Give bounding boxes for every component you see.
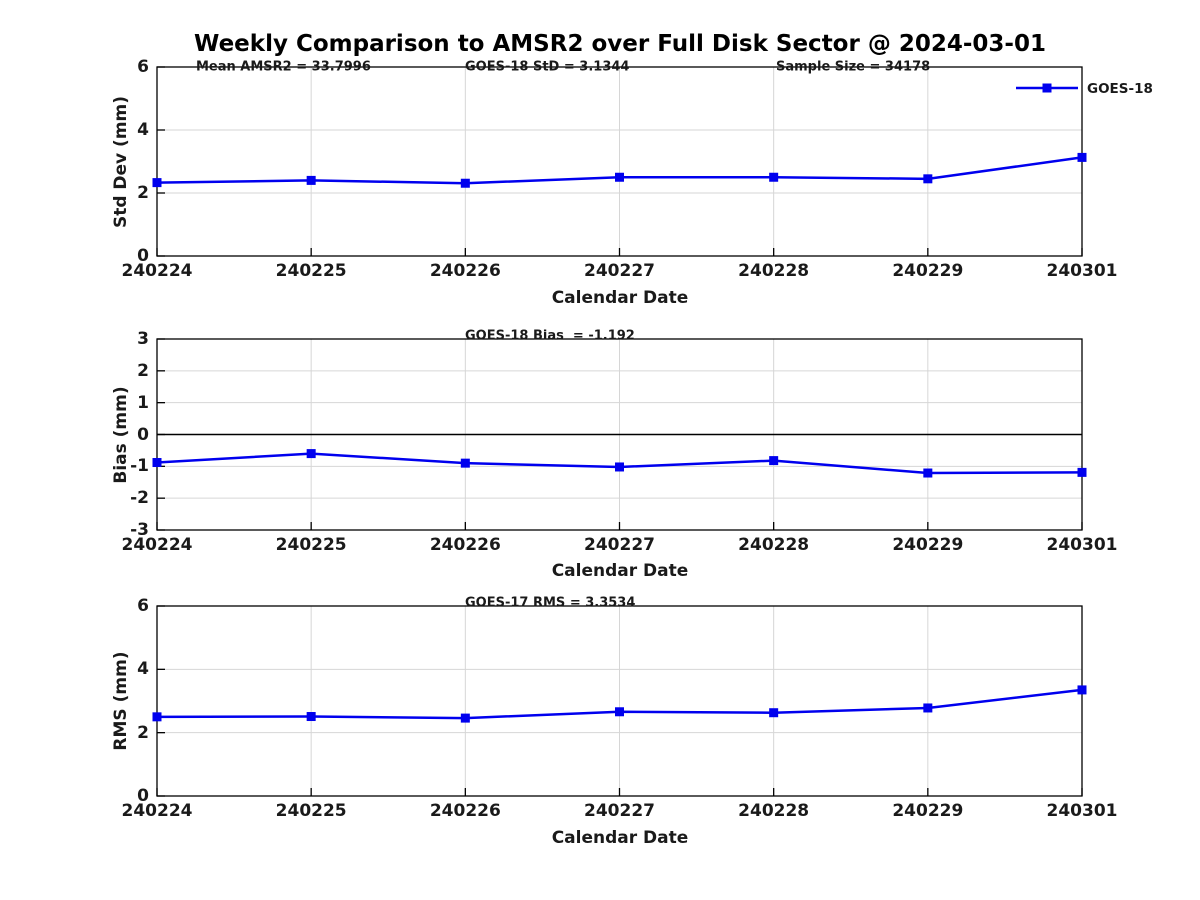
x-tick-label: 240228 (738, 261, 810, 281)
x-tick-label: 240225 (275, 801, 347, 821)
plot-annotation: GOES-18 Bias = -1.192 (465, 328, 635, 344)
x-tick-label: 240224 (121, 535, 193, 555)
y-axis-label: Std Dev (mm) (111, 95, 131, 228)
x-tick-label: 240225 (275, 535, 347, 555)
x-tick-label: 240227 (584, 261, 655, 281)
x-tick-label: 240227 (584, 535, 655, 555)
data-point-marker (1077, 467, 1087, 477)
y-tick-label: 6 (137, 57, 149, 77)
x-tick-label: 240301 (1046, 261, 1118, 281)
x-tick-label: 240301 (1046, 535, 1118, 555)
x-tick-label: 240226 (429, 801, 501, 821)
legend-label: GOES-18 (1087, 81, 1153, 97)
data-point-marker (615, 172, 624, 182)
x-tick-label: 240301 (1046, 801, 1118, 821)
y-tick-label: 0 (137, 246, 149, 266)
y-tick-label: 2 (137, 360, 149, 381)
data-point-marker (460, 178, 470, 188)
y-tick-label: 0 (137, 424, 149, 445)
data-point-marker (1077, 152, 1087, 162)
y-tick-label: -2 (130, 488, 149, 509)
y-tick-label: -1 (130, 456, 149, 477)
y-tick-label: 2 (137, 183, 149, 203)
data-point-marker (615, 707, 624, 717)
data-point-marker (306, 712, 316, 722)
x-axis-label: Calendar Date (551, 288, 689, 308)
data-point-marker (769, 456, 779, 466)
x-tick-label: 240229 (892, 261, 964, 281)
figure-title: Weekly Comparison to AMSR2 over Full Dis… (194, 31, 1046, 57)
data-point-marker (460, 458, 470, 468)
data-point-marker (460, 713, 470, 723)
legend-marker (1042, 83, 1052, 93)
x-tick-label: 240229 (892, 535, 964, 555)
y-tick-label: 1 (137, 392, 149, 413)
data-point-marker (1077, 685, 1087, 695)
data-point-marker (923, 468, 933, 478)
data-point-marker (769, 708, 779, 718)
data-point-marker (152, 458, 162, 468)
x-axis-label: Calendar Date (551, 828, 689, 848)
x-tick-label: 240228 (738, 535, 810, 555)
data-point-marker (923, 703, 933, 713)
plot-annotation: GOES-17 RMS = 3.3534 (465, 595, 636, 611)
y-tick-label: 2 (137, 722, 149, 743)
y-axis-label: Bias (mm) (111, 385, 131, 484)
plot-annotation: Mean AMSR2 = 33.7996 (196, 59, 371, 75)
x-axis-label: Calendar Date (551, 561, 689, 581)
data-point-marker (152, 712, 162, 722)
data-point-marker (769, 172, 779, 182)
data-point-marker (152, 178, 162, 188)
data-point-marker (615, 462, 624, 472)
x-tick-label: 240229 (892, 801, 964, 821)
x-tick-label: 240225 (275, 261, 347, 281)
data-point-marker (923, 174, 933, 184)
y-tick-label: 0 (137, 786, 149, 806)
x-tick-label: 240224 (121, 261, 193, 281)
y-tick-label: -3 (130, 520, 149, 540)
y-tick-label: 6 (137, 596, 149, 616)
x-tick-label: 240228 (738, 801, 810, 821)
x-tick-label: 240227 (584, 801, 655, 821)
y-tick-label: 3 (137, 329, 149, 349)
data-point-marker (306, 175, 316, 185)
y-axis-label: RMS (mm) (111, 651, 131, 751)
y-tick-label: 4 (137, 659, 149, 680)
x-tick-label: 240226 (429, 535, 501, 555)
data-point-marker (306, 449, 316, 459)
y-tick-label: 4 (137, 120, 149, 140)
plot-annotation: GOES-18 StD = 3.1344 (465, 59, 630, 75)
x-tick-label: 240224 (121, 801, 193, 821)
plot-annotation: Sample Size = 34178 (776, 59, 931, 75)
x-tick-label: 240226 (429, 261, 501, 281)
